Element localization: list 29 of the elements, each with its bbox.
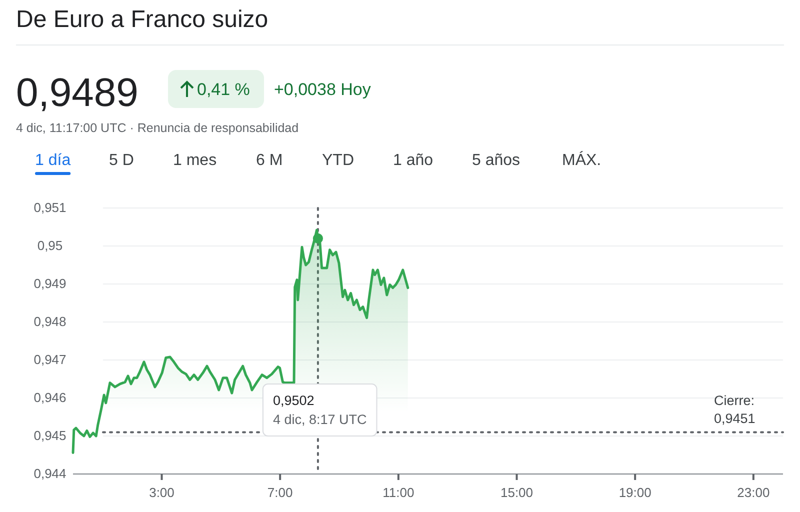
y-tick-label: 0,951	[34, 200, 66, 216]
x-tick-label: 19:00	[618, 485, 652, 500]
text: +0,0038 Hoy	[274, 80, 372, 99]
annotation: 0,9502 4 dic, 8:17 UTC	[272, 393, 367, 427]
y-tick-label: 0,947	[34, 352, 66, 368]
x-tick-label: 15:00	[500, 485, 534, 500]
y-tick-label: 0,946	[34, 390, 66, 406]
text: 4 dic, 11:17:00 UTC · Renuncia de responsabilidad	[16, 121, 299, 135]
text: 1 año	[393, 152, 434, 169]
y-tick-label: 0,95	[37, 238, 63, 254]
x-tick-label: 7:00	[267, 485, 293, 500]
text: 0,9489	[16, 71, 138, 115]
y-tick-label: 0,944	[34, 466, 66, 482]
text: 1 mes	[173, 152, 217, 169]
x-tick-label: 23:00	[737, 485, 770, 500]
text: 6 M	[256, 152, 283, 169]
text: 5 años	[472, 152, 520, 169]
y-tick-label: 0,949	[34, 276, 66, 292]
text: YTD	[322, 152, 354, 169]
x-tick-label: 11:00	[382, 485, 414, 500]
x-tick-label: 3:00	[149, 485, 174, 500]
text: 5 D	[109, 152, 134, 169]
text: MÁX.	[562, 151, 602, 169]
text: 0,41 %	[197, 80, 250, 99]
text: 1 día	[35, 152, 71, 169]
chart-title: De Euro a Franco suizo	[16, 6, 268, 33]
y-tick-label: 0,945	[34, 428, 66, 444]
y-tick-label: 0,948	[34, 314, 66, 330]
ref-line-label: Cierre: 0,9451	[714, 393, 756, 426]
